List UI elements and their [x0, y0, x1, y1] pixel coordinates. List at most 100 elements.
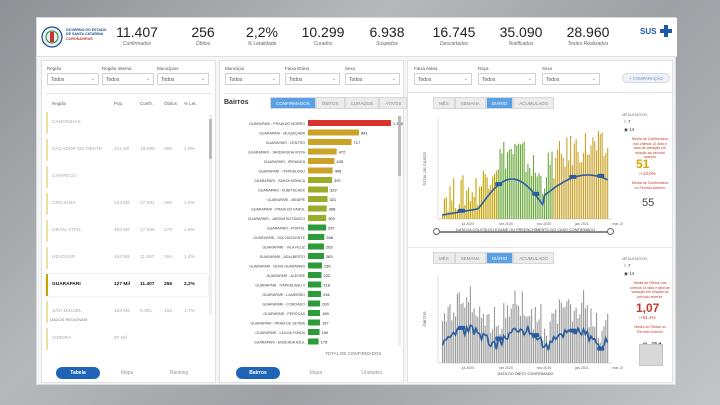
- bar[interactable]: [308, 262, 322, 269]
- bar[interactable]: [308, 177, 333, 183]
- daily-bar: [531, 309, 533, 363]
- view-button[interactable]: Ranking: [169, 370, 189, 376]
- bar[interactable]: [308, 215, 327, 221]
- table-row[interactable]: VIDEIRA 97 Mil: [46, 328, 208, 350]
- daily-bar: [510, 308, 512, 363]
- bar[interactable]: [308, 158, 335, 164]
- table-row[interactable]: CRICIÚMA 133 Mil 17.991 266 1,5%: [46, 193, 208, 215]
- view-button[interactable]: Unidades: [361, 370, 383, 376]
- bar[interactable]: [308, 338, 319, 345]
- table-row[interactable]: CANOINHAS: [46, 112, 208, 134]
- daily-bar: [484, 325, 486, 363]
- bar[interactable]: [308, 167, 333, 174]
- moving-average-option[interactable]: ◉ 14: [624, 271, 634, 277]
- bar-value: 435: [336, 159, 343, 164]
- add-comparison-button[interactable]: + COMPARAÇÃO: [622, 73, 670, 83]
- table-row[interactable]: GUARAPARI 127 Mil 11.407 256 2,2%: [46, 274, 208, 296]
- daily-bar: [527, 163, 529, 219]
- tab[interactable]: ÓBITOS: [315, 97, 345, 109]
- daily-bar: [510, 148, 512, 219]
- moving-average-option[interactable]: ○ 7: [624, 263, 630, 268]
- tab[interactable]: SEMANA: [454, 97, 486, 109]
- daily-bar: [558, 140, 560, 219]
- bar[interactable]: [308, 205, 327, 212]
- table-row[interactable]: CAÇADOR DO OESTE 211 Mil 19.098 368 1,9%: [46, 139, 208, 161]
- filter-select[interactable]: Todos ⌄: [47, 73, 99, 85]
- bar[interactable]: [308, 291, 322, 297]
- filter-select[interactable]: Todos ⌄: [542, 73, 600, 85]
- row-cell: 256: [164, 282, 173, 287]
- filter-select[interactable]: Todos ⌄: [414, 73, 472, 85]
- moving-average-option[interactable]: ◉ 14: [624, 127, 634, 133]
- row-name: CRICIÚMA: [52, 201, 76, 206]
- bar[interactable]: [308, 281, 322, 288]
- filter-dropdown[interactable]: Região Interna Todos ⌄: [102, 66, 154, 85]
- tab[interactable]: SEMANA: [454, 252, 486, 264]
- view-button[interactable]: Mapa: [309, 370, 323, 376]
- filter-select[interactable]: Todos ⌄: [345, 73, 400, 85]
- filter-dropdown[interactable]: Raça Todos ⌄: [478, 66, 536, 85]
- view-button[interactable]: Mapa: [120, 370, 134, 376]
- daily-bar: [462, 302, 464, 363]
- tab[interactable]: DIÁRIO: [485, 252, 514, 264]
- daily-bar: [605, 320, 607, 363]
- scrollbar-thumb[interactable]: [209, 119, 212, 159]
- filter-dropdown[interactable]: Sexo Todos ⌄: [345, 66, 400, 85]
- tab[interactable]: ACUMULADO: [513, 97, 555, 109]
- row-cell: 164: [164, 255, 173, 260]
- bar-value: 329: [330, 188, 337, 193]
- filter-dropdown[interactable]: Faixa etária Todos ⌄: [414, 66, 472, 85]
- filter-dropdown[interactable]: Município Todos ⌄: [225, 66, 280, 85]
- daily-bar: [473, 308, 475, 363]
- range-slider-end[interactable]: [607, 228, 614, 235]
- bar[interactable]: [308, 243, 324, 250]
- filter-dropdown[interactable]: Sexo Todos ⌄: [542, 66, 600, 85]
- scrollbar-thumb[interactable]: [398, 116, 401, 176]
- tab[interactable]: DIÁRIO: [485, 97, 514, 109]
- bar[interactable]: [308, 148, 337, 155]
- bar[interactable]: [308, 310, 321, 316]
- filter-select[interactable]: Todos ⌄: [102, 73, 154, 85]
- filter-value: Todos: [482, 77, 496, 83]
- filter-select[interactable]: Todos ⌄: [478, 73, 536, 85]
- table-row[interactable]: CHAPECÓ: [46, 166, 208, 188]
- bar[interactable]: [308, 196, 328, 202]
- bar[interactable]: [308, 120, 391, 126]
- bar[interactable]: [308, 300, 321, 307]
- view-button[interactable]: Tabela: [56, 367, 100, 379]
- bar[interactable]: [308, 329, 320, 335]
- daily-bar: [506, 305, 509, 363]
- bar[interactable]: [308, 253, 324, 259]
- table-row[interactable]: GRAN. VITAL 184 Mil 17.580 278 1,6%: [46, 220, 208, 242]
- filter-dropdown[interactable]: Faixa Etária Todos ⌄: [285, 66, 340, 85]
- moving-average-option[interactable]: ○ 7: [624, 119, 630, 124]
- option-label: 7: [627, 119, 631, 124]
- bar[interactable]: [308, 234, 325, 240]
- tab[interactable]: ATIVOS: [379, 97, 408, 109]
- bar[interactable]: [308, 319, 320, 326]
- row-cell: 183 Mil: [114, 309, 130, 314]
- bar[interactable]: [308, 139, 352, 145]
- view-button[interactable]: Bairros: [236, 367, 280, 379]
- daily-bar: [544, 188, 546, 219]
- tab[interactable]: ACUMULADO: [513, 252, 555, 264]
- bar[interactable]: [308, 272, 322, 278]
- tab[interactable]: CONFIRMADOS: [270, 97, 316, 109]
- filter-select[interactable]: Todos ⌄: [157, 73, 209, 85]
- bar[interactable]: [308, 186, 328, 193]
- tab[interactable]: MÊS: [433, 252, 455, 264]
- filter-dropdown[interactable]: Região Todos ⌄: [47, 66, 99, 85]
- bar[interactable]: [308, 224, 327, 231]
- bar-label: GUARAPARI - PRAIA DE SETIBA: [251, 322, 306, 326]
- table-row[interactable]: SÃO MIGUEL 183 Mil 9.361 156 1,7%: [46, 301, 208, 323]
- row-cell: 211 Mil: [114, 147, 130, 152]
- bar[interactable]: [308, 129, 360, 136]
- tab[interactable]: MÊS: [433, 97, 455, 109]
- range-slider-start[interactable]: [433, 228, 440, 235]
- bar-value: 218: [323, 283, 330, 288]
- table-row[interactable]: HEADSUP 153 Mil 11.597 164 1,4%: [46, 247, 208, 269]
- tab[interactable]: CURADOS: [344, 97, 380, 109]
- filter-select[interactable]: Todos ⌄: [285, 73, 340, 85]
- filter-dropdown[interactable]: Municípios Todos ⌄: [157, 66, 209, 85]
- filter-select[interactable]: Todos ⌄: [225, 73, 280, 85]
